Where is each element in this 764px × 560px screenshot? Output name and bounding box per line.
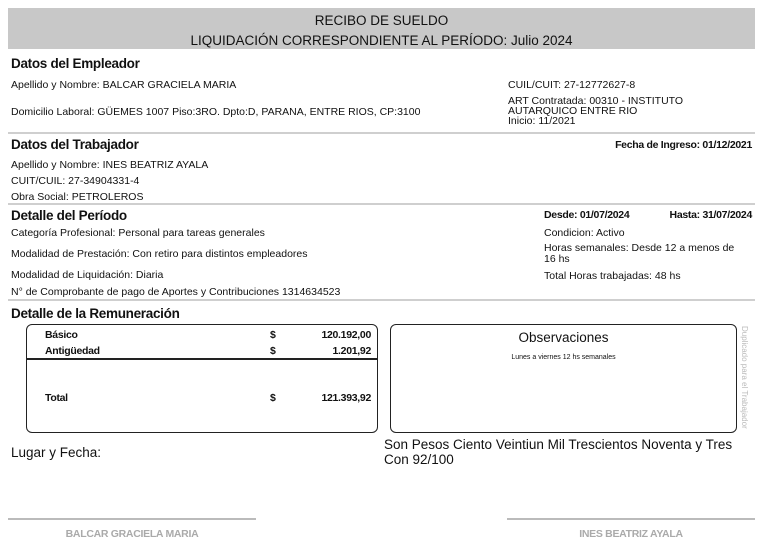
horas-semanales: Horas semanales: Desde 12 a menos de 16 … xyxy=(544,243,734,265)
section-trabajador: Datos del Trabajador xyxy=(11,137,139,152)
son-pesos-line: Con 92/100 xyxy=(384,452,454,467)
divider xyxy=(8,299,755,301)
duplicado-text: Duplicado para el Trabajador xyxy=(740,326,749,429)
empleador-cuit: CUIL/CUIT: 27-12772627-8 xyxy=(508,79,636,91)
receipt-title: RECIBO DE SUELDO xyxy=(314,13,449,28)
signature-name-trabajador: INES BEATRIZ AYALA xyxy=(579,528,683,540)
trabajador-nombre: Apellido y Nombre: INES BEATRIZ AYALA xyxy=(11,159,209,171)
divider xyxy=(8,203,755,205)
art-inicio: Inicio: 11/2021 xyxy=(508,115,576,127)
importe: 1.201,92 xyxy=(332,345,372,357)
total-importe: 121.393,92 xyxy=(321,392,371,404)
total-horas: Total Horas trabajadas: 48 hs xyxy=(544,270,681,282)
receipt-period: LIQUIDACIÓN CORRESPONDIENTE AL PERÍODO: … xyxy=(190,33,573,48)
periodo-desde: Desde: 01/07/2024 xyxy=(544,209,630,221)
condicion: Condicion: Activo xyxy=(544,227,625,239)
section-remuneracion: Detalle de la Remuneración xyxy=(11,306,180,321)
total-label: Total xyxy=(45,392,68,404)
horas-line: 16 hs xyxy=(544,253,570,265)
concepto: Básico xyxy=(45,329,78,341)
duplicado-watermark: Duplicado para el Trabajador xyxy=(740,326,750,430)
total-moneda: $ xyxy=(270,392,276,404)
empleador-art: ART Contratada: 00310 - INSTITUTO AUTARQ… xyxy=(508,95,684,127)
signature-line-empleador xyxy=(8,518,256,520)
moneda: $ xyxy=(270,329,276,341)
trabajador-obra-social: Obra Social: PETROLEROS xyxy=(11,191,144,203)
observaciones-text: Lunes a viernes 12 hs semanales xyxy=(511,354,616,361)
categoria: Categoría Profesional: Personal para tar… xyxy=(11,227,265,239)
section-empleador: Datos del Empleador xyxy=(11,56,140,71)
empleador-nombre: Apellido y Nombre: BALCAR GRACIELA MARIA xyxy=(11,79,237,91)
periodo-hasta: Hasta: 31/07/2024 xyxy=(669,209,753,221)
section-periodo: Detalle del Período xyxy=(11,208,127,223)
observaciones-box: Observaciones Lunes a viernes 12 hs sema… xyxy=(390,324,737,433)
son-pesos-line: Son Pesos Ciento Veintiun Mil Tresciento… xyxy=(384,437,733,452)
art-line: ART Contratada: 00310 - INSTITUTO xyxy=(508,95,684,107)
son-pesos: Son Pesos Ciento Veintiun Mil Tresciento… xyxy=(384,437,732,467)
signature-line-trabajador xyxy=(507,518,755,520)
lugar-fecha: Lugar y Fecha: xyxy=(11,445,102,460)
horas-line: Horas semanales: Desde 12 a menos de xyxy=(544,242,735,254)
receipt-header: RECIBO DE SUELDO LIQUIDACIÓN CORRESPONDI… xyxy=(8,8,755,49)
empleador-domicilio: Domicilio Laboral: GÜEMES 1007 Piso:3RO.… xyxy=(11,106,421,118)
remuneracion-box: Básico $ 120.192,00 Antigüedad $ 1.201,9… xyxy=(26,324,378,433)
moneda: $ xyxy=(270,345,276,357)
fecha-ingreso: Fecha de Ingreso: 01/12/2021 xyxy=(615,139,752,151)
trabajador-cuit: CUIT/CUIL: 27-34904331-4 xyxy=(11,175,140,187)
divider xyxy=(27,358,377,360)
divider xyxy=(8,132,755,134)
art-line: AUTARQUICO ENTRE RIO xyxy=(508,105,638,117)
modalidad-prestacion: Modalidad de Prestación: Con retiro para… xyxy=(11,248,308,260)
observaciones-title: Observaciones xyxy=(518,330,609,345)
comprobante: N° de Comprobante de pago de Aportes y C… xyxy=(11,286,341,298)
concepto: Antigüedad xyxy=(45,345,100,357)
importe: 120.192,00 xyxy=(321,329,371,341)
modalidad-liquidacion: Modalidad de Liquidación: Diaria xyxy=(11,269,164,281)
signature-name-empleador: BALCAR GRACIELA MARIA xyxy=(65,528,199,540)
